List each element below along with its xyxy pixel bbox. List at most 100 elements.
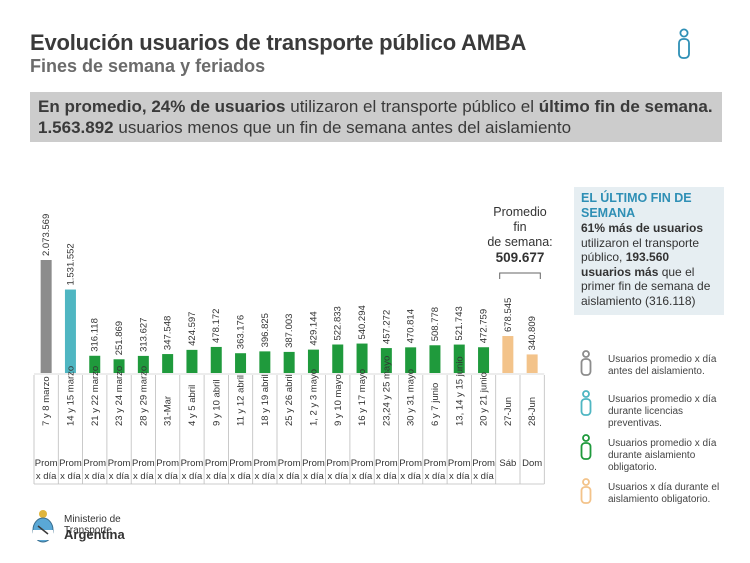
chart-bar: [453, 344, 465, 373]
chart-bar: [40, 260, 52, 373]
person-icon: [678, 28, 690, 59]
row-label: Prom: [448, 458, 471, 469]
row-label: Prom: [351, 458, 374, 469]
row-label: Prom: [181, 458, 204, 469]
chart-bar: [64, 289, 76, 373]
page-title: Evolución usuarios de transporte público…: [30, 30, 527, 55]
category-label: 14 y 15 marzo: [65, 366, 76, 426]
row-label: Prom: [302, 458, 325, 469]
person-orange-icon: [580, 478, 592, 504]
category-label: 30 y 31 mayo: [406, 369, 417, 426]
category-label: 21 y 22 marzo: [90, 366, 101, 426]
chart-bar: [307, 349, 319, 373]
banner-highlight-1: En promedio, 24% de usuarios: [38, 97, 286, 116]
chart-bar: [478, 347, 490, 373]
bar-value-label: 363.176: [236, 315, 247, 349]
chart-bar: [380, 348, 392, 373]
row-label: x día: [230, 471, 251, 482]
row-label: x día: [206, 471, 227, 482]
row-label: Sáb: [499, 458, 516, 469]
annotation-label: Promedio: [493, 205, 547, 219]
category-label: 6 y 7 junio: [430, 383, 441, 426]
category-label: 11 y 12 abril: [236, 375, 247, 426]
row-label: Prom: [205, 458, 228, 469]
bar-value-label: 429.144: [308, 311, 319, 345]
row-label: Prom: [156, 458, 179, 469]
row-label: x día: [157, 471, 178, 482]
category-label: 31-Mar: [163, 396, 174, 426]
category-label: 28-Jun: [527, 397, 538, 426]
banner-text-2: usuarios menos que un fin de semana ante…: [113, 118, 572, 137]
bar-value-label: 251.869: [114, 321, 125, 355]
legend-item-mandatory: Usuarios promedio x día durante aislamie…: [574, 434, 734, 474]
row-label: Prom: [253, 458, 276, 469]
category-label: 18 y 19 abril: [260, 374, 271, 426]
banner-text-1: utilizaron el transporte público el: [285, 97, 539, 116]
row-label: x día: [109, 471, 130, 482]
row-label: Prom: [132, 458, 155, 469]
legend-item-preventive: Usuarios promedio x día durante licencia…: [574, 390, 734, 430]
chart-bar: [137, 355, 149, 373]
legend-label: Usuarios promedio x día durante licencia…: [608, 394, 717, 429]
bar-value-label: 508.778: [430, 307, 441, 341]
legend-label: Usuarios x día durante el aislamiento ob…: [608, 482, 720, 505]
row-label: x día: [60, 471, 81, 482]
row-label: x día: [400, 471, 421, 482]
row-label: Dom: [522, 458, 542, 469]
summary-banner: En promedio, 24% de usuarios utilizaron …: [30, 92, 722, 142]
annotation-bracket: [499, 272, 541, 279]
bar-value-label: 316.118: [90, 318, 101, 352]
banner-highlight-2: último fin de semana. 1.563.892: [38, 97, 713, 137]
bar-value-label: 340.809: [527, 316, 538, 350]
row-label: x día: [327, 471, 348, 482]
category-label: 1, 2 y 3 mayo: [308, 369, 319, 426]
row-label: Prom: [424, 458, 447, 469]
category-label: 16 y 17 mayo: [357, 369, 368, 426]
category-label: 13, 14 y 15 junio: [454, 356, 465, 426]
legend-label: Usuarios promedio x día antes del aislam…: [608, 354, 717, 377]
category-label: 20 y 21 junio: [479, 372, 490, 426]
annotation-value: 509.677: [496, 250, 545, 265]
row-label: Prom: [326, 458, 349, 469]
chart-bar: [526, 354, 538, 373]
bar-value-label: 678.545: [503, 298, 514, 332]
panel-text-2: que el primer fin de semana de aislamien…: [581, 264, 711, 308]
row-label: Prom: [229, 458, 252, 469]
footer-logo: Ministerio de Transporte Argentina: [30, 508, 170, 548]
legend-label: Usuarios promedio x día durante aislamie…: [608, 438, 717, 473]
row-label: x día: [84, 471, 105, 482]
person-green-icon: [580, 434, 592, 460]
row-label: Prom: [59, 458, 82, 469]
row-label: x día: [303, 471, 324, 482]
chart-bar: [210, 346, 222, 373]
bar-value-label: 470.814: [406, 309, 417, 343]
ministry-name: Ministerio de Transporte: [64, 514, 121, 536]
chart-bar: [283, 351, 295, 373]
bar-value-label: 521.743: [454, 306, 465, 340]
country-name: Argentina: [64, 527, 125, 542]
row-label: x día: [133, 471, 154, 482]
bar-value-label: 478.172: [211, 309, 222, 343]
category-label: 23,24 y 25 mayo: [381, 356, 392, 426]
legend-item-daily: Usuarios x día durante el aislamiento ob…: [574, 478, 734, 518]
chart-bar: [332, 344, 344, 373]
person-gray-icon: [580, 350, 592, 376]
chart-bar: [259, 351, 271, 373]
panel-text-1: utilizaron el transporte público,: [581, 235, 700, 265]
category-label: 9 y 10 mayo: [333, 374, 344, 426]
last-weekend-panel: EL ÚLTIMO FIN DE SEMANA 61% más de usuar…: [574, 187, 724, 315]
bar-value-label: 1.531.552: [65, 243, 76, 285]
bar-value-label: 472.759: [479, 309, 490, 343]
chart-bar: [186, 349, 198, 373]
row-label: Prom: [375, 458, 398, 469]
row-label: x día: [376, 471, 397, 482]
bar-value-label: 522.833: [333, 306, 344, 340]
row-label: Prom: [399, 458, 422, 469]
bar-value-label: 2.073.569: [41, 214, 52, 256]
row-label: Prom: [472, 458, 495, 469]
legend-item-before: Usuarios promedio x día antes del aislam…: [574, 350, 734, 390]
category-label: 25 y 26 abril: [284, 374, 295, 426]
chart-bar: [429, 345, 441, 373]
category-label: 4 y 5 abril: [187, 385, 198, 426]
